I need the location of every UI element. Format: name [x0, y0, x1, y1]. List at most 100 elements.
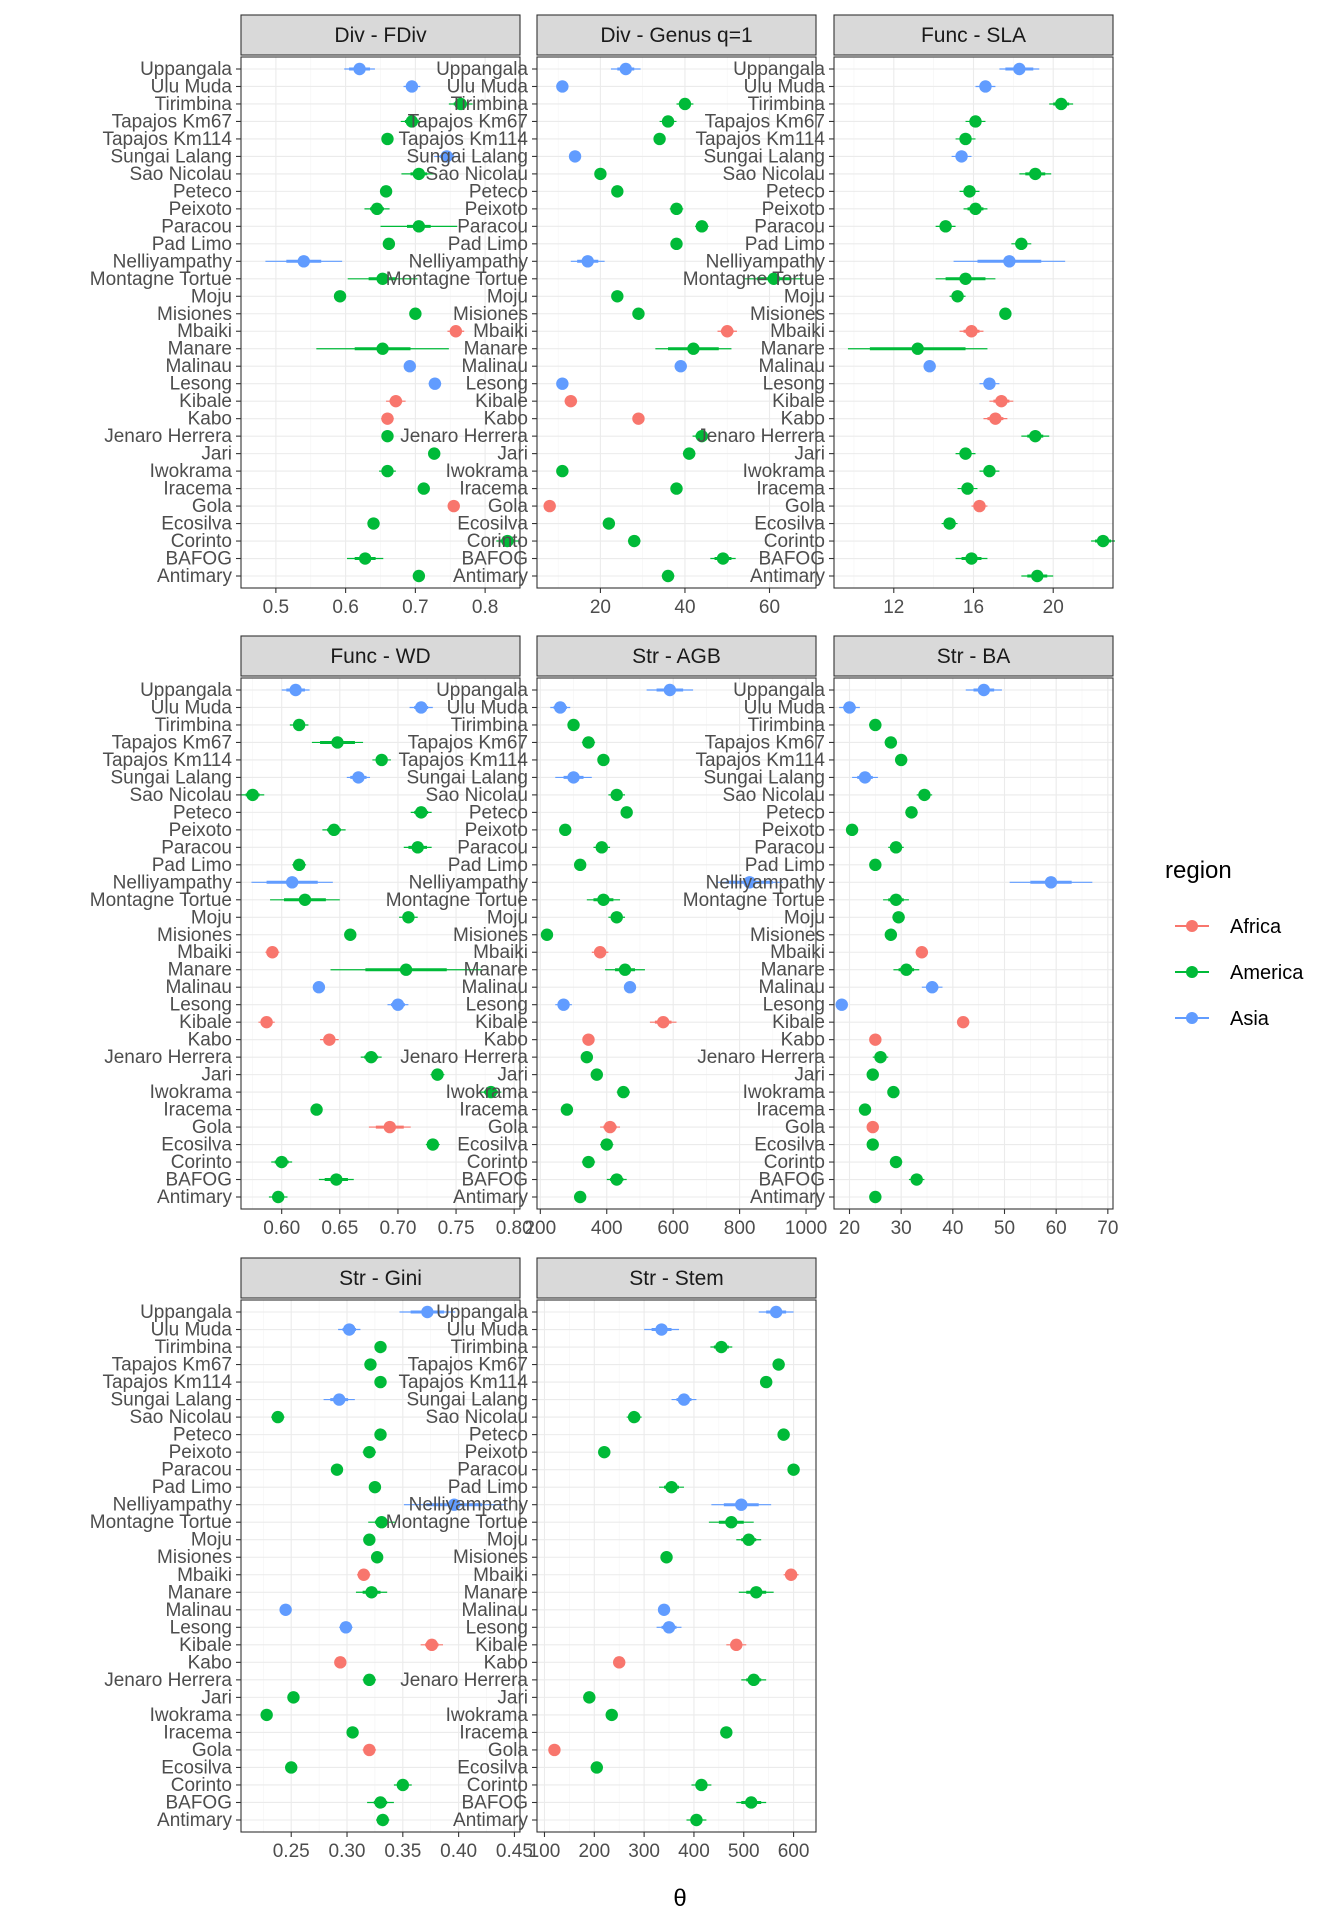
point-estimate [632, 412, 645, 425]
site-label: Paracou [457, 1460, 528, 1481]
site-label: Gola [785, 1117, 826, 1138]
site-label: Mbaiki [473, 1565, 528, 1586]
point-range-tirimbina [710, 1340, 733, 1354]
point-range-malinau [279, 1603, 292, 1616]
point-range-sungai-lalang [852, 771, 878, 784]
point-estimate [1044, 876, 1058, 889]
site-label: Lesong [763, 374, 825, 395]
point-estimate [887, 1085, 900, 1099]
site-label: Tapajos Km114 [102, 129, 232, 150]
point-estimate [330, 1463, 344, 1476]
point-range-peteco [410, 806, 432, 819]
site-label: Kibale [475, 1635, 528, 1656]
site-label: Iracema [163, 1100, 232, 1121]
panel-border [240, 1299, 521, 1833]
point-range-pad-limo [292, 858, 307, 872]
site-label: Corinto [467, 531, 528, 552]
site-label: BAFOG [461, 1170, 528, 1191]
point-estimate [298, 893, 312, 906]
site-label: Iracema [459, 1722, 528, 1743]
point-estimate [389, 394, 403, 408]
point-range-tapajos-km114 [955, 132, 976, 146]
point-range-pad-limo [869, 858, 882, 872]
point-estimate [623, 981, 637, 994]
point-estimate [894, 753, 908, 767]
site-label: Pad Limo [745, 855, 825, 876]
point-estimate [266, 946, 279, 959]
point-estimate [412, 569, 426, 583]
point-estimate [889, 893, 903, 906]
point-estimate [959, 132, 972, 146]
panel-background [241, 1300, 520, 1832]
panel-str-stem: Str - Stem 100 200 300 400 500 600 UppangalaUlu… [386, 1257, 817, 1862]
site-label: Corinto [171, 1775, 232, 1796]
point-estimate [869, 858, 882, 872]
point-range-tirimbina [567, 718, 580, 732]
site-label: Kibale [772, 1012, 825, 1033]
point-estimate [365, 1586, 378, 1599]
point-range-moju [608, 911, 626, 924]
point-estimate [567, 718, 580, 732]
site-label: Kibale [772, 391, 825, 412]
point-range-antimary [1021, 569, 1054, 583]
point-estimate [582, 1033, 595, 1046]
point-range-tapajos-km67 [311, 736, 364, 749]
point-estimate [999, 307, 1012, 320]
site-label: Ecosilva [161, 514, 232, 535]
point-range-corinto [691, 1778, 712, 1792]
point-range-uppangala [344, 62, 375, 76]
point-range-tirimbina [374, 1340, 387, 1354]
point-range-kibale [726, 1638, 747, 1652]
point-estimate [379, 185, 393, 198]
point-estimate [374, 1428, 387, 1441]
point-estimate [603, 1120, 617, 1134]
site-label: Malinau [758, 356, 825, 377]
point-range-tapajos-km67 [884, 736, 898, 749]
site-label: Malinau [165, 1600, 232, 1621]
x-tick-label: 60 [759, 597, 780, 618]
point-range-bafog [736, 1796, 767, 1809]
point-estimate [657, 1603, 671, 1616]
point-range-nelliyampathy [716, 876, 783, 889]
x-tick-label: 40 [942, 1218, 963, 1239]
point-estimate [331, 736, 344, 749]
site-label: Lesong [466, 995, 528, 1016]
facet-strip-label: Div - Genus q=1 [600, 24, 752, 47]
point-estimate [323, 1033, 336, 1046]
point-estimate [956, 1015, 970, 1029]
point-estimate [344, 928, 357, 941]
point-range-tapajos-km114 [381, 132, 394, 146]
point-range-bafog [347, 552, 384, 565]
site-label: Kabo [781, 1030, 825, 1051]
site-label: Peixoto [762, 199, 825, 220]
point-estimate [421, 1305, 434, 1319]
point-estimate [965, 325, 978, 338]
site-label: Tirimbina [451, 94, 529, 115]
site-label: Mbaiki [177, 1565, 232, 1586]
point-range-tapajos-km114 [372, 753, 391, 767]
site-label: BAFOG [758, 1170, 825, 1191]
site-label: Uppangala [436, 1302, 528, 1323]
point-range-misiones [540, 928, 554, 941]
point-range-tapajos-km67 [659, 115, 677, 128]
point-range-mbaiki [915, 946, 929, 959]
point-estimate [610, 788, 623, 802]
point-range-sao-nicolau [916, 788, 933, 802]
point-range-malinau [623, 981, 637, 994]
point-estimate [716, 552, 730, 565]
site-label: Moju [784, 286, 825, 307]
point-range-misiones [660, 1551, 673, 1564]
point-estimate [605, 1708, 618, 1722]
point-range-moju [892, 911, 905, 924]
point-estimate [383, 1120, 396, 1134]
point-range-nelliyampathy [711, 1498, 772, 1511]
point-range-tapajos-km114 [653, 132, 666, 146]
point-range-manare [655, 342, 732, 355]
point-estimate [695, 220, 709, 233]
site-label: Sungai Lalang [407, 1390, 529, 1411]
point-estimate [965, 552, 978, 565]
x-tick-label: 0.65 [321, 1218, 358, 1239]
site-label: Iwokrama [150, 1705, 233, 1726]
